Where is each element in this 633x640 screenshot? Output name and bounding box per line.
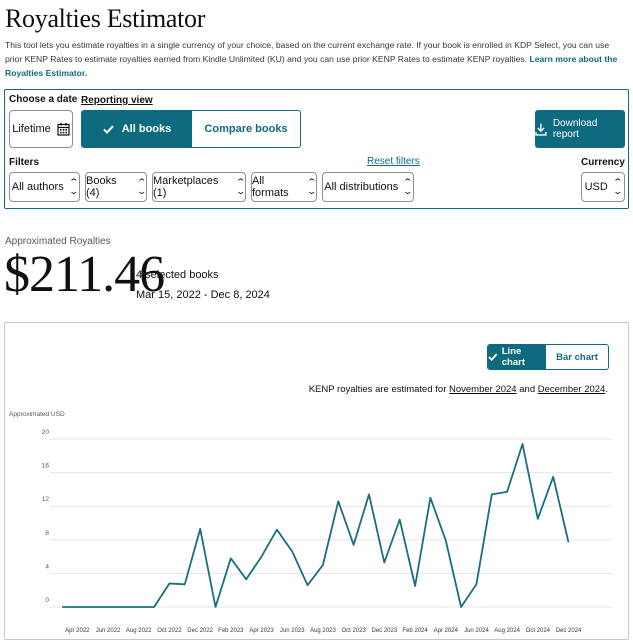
- books-select-value: Books (4): [86, 175, 117, 199]
- filter-panel: Choose a date Reporting view Lifetime Al…: [4, 89, 629, 209]
- page-title: Royalties Estimator: [5, 4, 206, 33]
- download-report-button[interactable]: Download report: [535, 110, 625, 148]
- kenp-month-link-2[interactable]: December 2024: [537, 384, 606, 395]
- chevron-up-down-icon: ⌃ ⌄: [306, 177, 318, 196]
- currency-label: Currency: [581, 157, 625, 168]
- y-tick-label-4: 4: [45, 563, 49, 570]
- authors-select-value: All authors: [11, 181, 64, 193]
- royalties-line-chart: Approximated USD 0 4 8 12 16 20 Apr 2022 Jun 202…: [9, 411, 612, 634]
- view-all-books-label: All books: [121, 123, 172, 135]
- x-tick-label: Dec 2023: [372, 628, 398, 634]
- x-tick-label: Aug 2024: [494, 628, 520, 634]
- x-tick-label: Dec 2024: [556, 628, 582, 634]
- x-tick-label: Jun 2023: [280, 628, 305, 634]
- marketplaces-select[interactable]: Marketplaces (1) ⌃ ⌄: [152, 172, 247, 202]
- filters-label: Filters: [9, 157, 40, 168]
- chart-panel: Line chart Bar chart KENP royalties are …: [4, 322, 629, 640]
- intro-text: This tool lets you estimate royalties in…: [5, 38, 627, 80]
- kenp-note-prefix: KENP royalties are estimated for: [308, 384, 449, 395]
- x-tick-label: Aug 2023: [310, 628, 336, 634]
- x-tick-label: Apr 2022: [65, 628, 90, 634]
- kenp-note-suffix: .: [605, 384, 608, 395]
- chevron-up-down-icon: ⌃ ⌄: [136, 177, 148, 196]
- formats-select-value: All formats: [252, 175, 289, 199]
- y-tick-label-8: 8: [45, 530, 49, 537]
- calendar-icon: [57, 122, 70, 136]
- check-icon: [488, 353, 498, 361]
- distributions-select[interactable]: All distributions ⌃ ⌄: [322, 172, 414, 202]
- x-tick-label: Dec 2022: [187, 628, 213, 634]
- x-tick-label: Feb 2023: [218, 628, 244, 634]
- view-all-books-button[interactable]: All books: [82, 111, 192, 147]
- currency-select[interactable]: USD ⌃ ⌄: [581, 172, 625, 202]
- selected-books-count: 4 selected books: [136, 269, 219, 281]
- chart-type-toggle: Line chart Bar chart: [487, 344, 609, 370]
- currency-select-value: USD: [584, 181, 608, 193]
- books-select[interactable]: Books (4) ⌃ ⌄: [85, 172, 148, 202]
- marketplaces-select-value: Marketplaces (1): [153, 175, 219, 199]
- y-axis-label: Approximated USD: [9, 411, 65, 418]
- x-tick-label: Oct 2022: [157, 628, 182, 634]
- chevron-up-down-icon: ⌃ ⌄: [68, 177, 79, 196]
- x-tick-label: Apr 2023: [249, 628, 274, 634]
- chevron-up-down-icon: ⌃ ⌄: [235, 177, 247, 196]
- formats-select[interactable]: All formats ⌃ ⌄: [251, 172, 318, 202]
- reporting-view-toggle: All books Compare books: [81, 110, 301, 148]
- chevron-up-down-icon: ⌃ ⌄: [402, 177, 414, 196]
- x-tick-label: Oct 2023: [341, 628, 366, 634]
- approximated-royalties-label: Approximated Royalties: [5, 236, 111, 247]
- kenp-estimate-note: KENP royalties are estimated for Novembe…: [309, 384, 608, 395]
- view-compare-books-button[interactable]: Compare books: [204, 123, 288, 135]
- reporting-view-label: Reporting view: [81, 95, 153, 106]
- download-icon: [535, 123, 547, 136]
- kenp-month-link-1[interactable]: November 2024: [449, 384, 517, 395]
- line-chart-button[interactable]: Line chart: [488, 345, 546, 369]
- x-tick-label: Jun 2024: [464, 628, 489, 634]
- authors-select[interactable]: All authors ⌃ ⌄: [9, 172, 80, 202]
- bar-chart-button[interactable]: Bar chart: [556, 351, 598, 363]
- download-report-label: Download report: [552, 118, 598, 140]
- date-range: Mar 15, 2022 - Dec 8, 2024: [136, 289, 270, 301]
- x-tick-label: Jun 2022: [96, 628, 121, 634]
- x-tick-label: Aug 2022: [126, 628, 152, 634]
- kenp-note-and: and: [516, 384, 538, 395]
- chevron-up-down-icon: ⌃ ⌄: [612, 177, 623, 196]
- learn-more-link[interactable]: Learn more about the Royalties Estimator…: [5, 54, 618, 78]
- y-tick-label-16: 16: [42, 463, 50, 470]
- y-tick-label-0: 0: [45, 597, 49, 604]
- royalties-amount: $211.46: [4, 246, 165, 303]
- x-tick-label: Oct 2024: [526, 628, 551, 634]
- line-chart-label: Line chart: [501, 346, 525, 368]
- series-line: [62, 443, 570, 608]
- distributions-select-value: All distributions: [324, 181, 399, 193]
- y-tick-label-20: 20: [42, 429, 50, 436]
- choose-date-label: Choose a date: [9, 94, 78, 105]
- check-icon: [103, 124, 114, 134]
- reset-filters-link[interactable]: Reset filters: [367, 156, 420, 167]
- y-tick-label-12: 12: [42, 496, 50, 503]
- x-tick-label: Feb 2024: [402, 628, 428, 634]
- date-value: Lifetime: [12, 123, 51, 135]
- intro-body: This tool lets you estimate royalties in…: [5, 40, 610, 64]
- date-picker-button[interactable]: Lifetime: [9, 110, 73, 148]
- x-tick-label: Apr 2024: [434, 628, 459, 634]
